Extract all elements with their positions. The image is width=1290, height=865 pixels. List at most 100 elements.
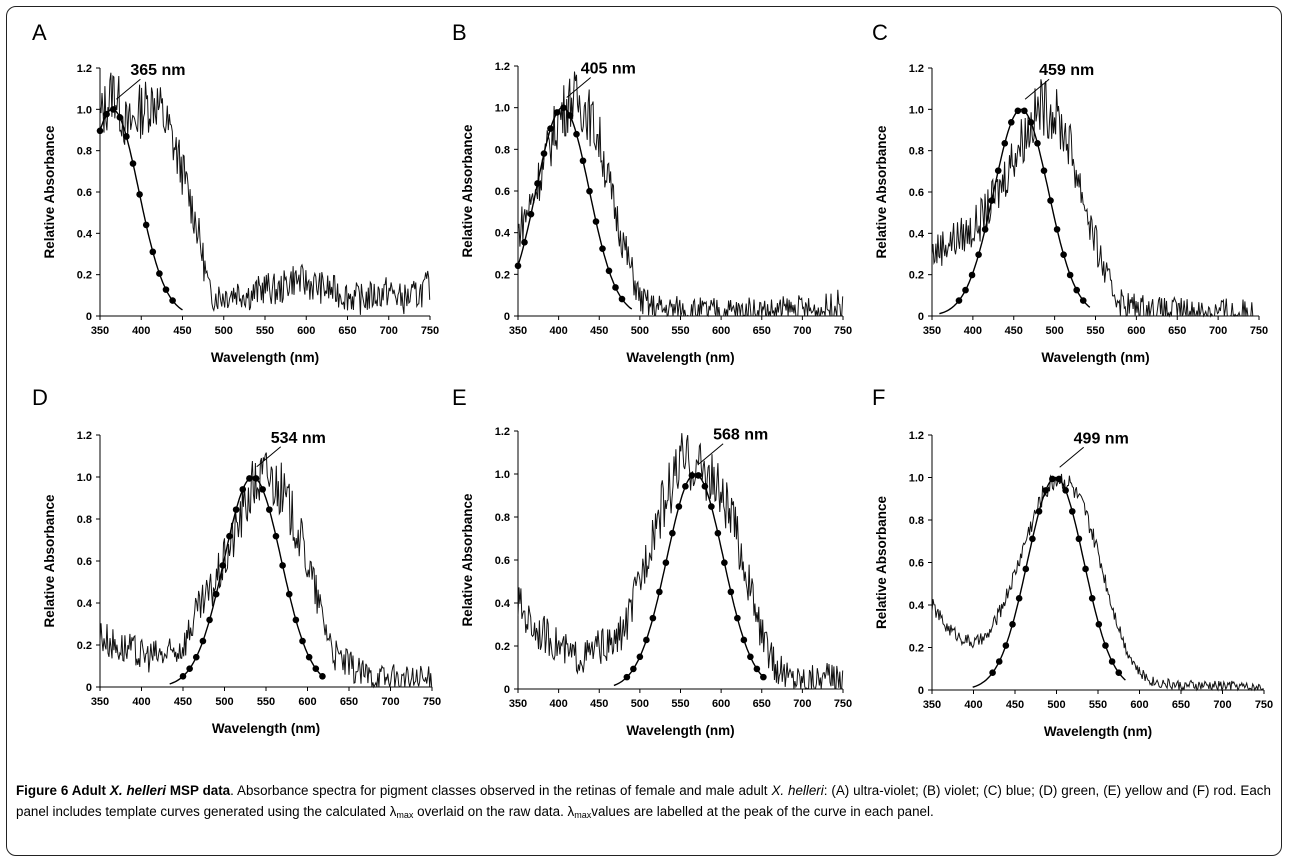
annotation-pointer [116,78,141,100]
template-point [272,532,280,540]
template-point [109,106,117,113]
template-point [96,127,104,135]
x-tick-label: 750 [421,325,439,337]
template-point [1034,140,1041,147]
y-tick-label: 0.2 [77,640,92,652]
x-tick-label: 700 [381,696,399,708]
template-point [560,104,567,112]
y-tick-label: 0 [504,311,510,323]
y-tick-label: 1.2 [909,63,924,75]
y-tick-label: 1.2 [909,430,924,442]
template-point [1042,487,1050,494]
template-point [206,616,213,624]
template-curve [99,108,183,311]
x-tick-label: 750 [1250,325,1268,337]
template-point [1115,669,1123,677]
template-point [547,125,554,132]
annotation-pointer [1059,446,1084,468]
caption-title-b: MSP data [169,783,231,798]
x-tick-label: 350 [91,325,109,337]
x-axis-label: Wavelength (nm) [1044,724,1152,739]
template-point [753,665,761,673]
x-tick-label: 650 [753,325,771,337]
x-tick-label: 500 [215,325,233,337]
peak-annotation: 568 nm [713,427,768,444]
chart-svg: 0 0.2 0.4 0.6 0.8 1.0 1.2 350 400 450 500 550 600 650… [874,62,1268,365]
y-tick-label: 0.8 [495,512,510,524]
template-point [1015,595,1023,602]
panel-e: E 0 0.2 0.4 0.6 0.8 1.0 1.2 350 400 450 500 550 600 65… [450,385,863,749]
x-tick-label: 650 [340,696,358,708]
caption-label: Figure 6 [16,783,69,798]
template-point [649,614,657,622]
raw-data-line [517,71,844,318]
template-point [708,503,715,510]
template-point [129,160,137,167]
template-point [760,673,767,681]
template-point [246,475,253,482]
raw-data-line [931,473,1264,692]
template-point [636,653,644,661]
template-point [1049,475,1056,483]
x-tick-label: 550 [671,698,689,710]
y-tick-label: 0.4 [495,598,511,610]
template-point [573,130,580,138]
raw-data-line [931,79,1259,318]
x-tick-label: 400 [132,696,150,708]
caption-species: X. helleri [771,783,824,798]
template-point [618,295,626,303]
template-point [643,636,650,644]
template-point [623,673,631,681]
y-tick-label: 0 [86,311,92,323]
annotation-pointer [1024,78,1050,100]
template-point [1062,487,1069,494]
template-point [1021,107,1028,115]
template-point [981,226,989,233]
x-tick-label: 550 [256,325,274,337]
y-tick-label: 0.6 [77,187,92,199]
template-curve [517,107,633,310]
caption-max-2: max [574,810,592,820]
x-tick-label: 500 [1047,699,1065,711]
template-point [962,286,969,294]
template-point [103,110,110,118]
figure-caption: Figure 6 Adult X. helleri MSP data. Abso… [16,780,1271,826]
template-point [123,133,130,140]
y-tick-label: 0 [504,684,510,696]
x-tick-label: 450 [590,325,608,337]
y-tick-label: 0.4 [77,228,93,240]
y-tick-label: 1.0 [909,473,924,485]
x-tick-label: 750 [834,698,852,710]
x-tick-label: 600 [712,325,730,337]
template-point [656,588,663,596]
peak-annotation: 459 nm [1039,62,1094,79]
template-point [662,559,670,566]
template-point [1009,621,1016,628]
x-tick-label: 400 [549,325,567,337]
y-tick-label: 0.6 [495,186,510,198]
template-point [1075,535,1083,543]
template-point [1079,297,1087,304]
template-point [1095,621,1103,628]
template-point [199,637,207,645]
caption-max-1: max [396,810,414,820]
x-axis-label: Wavelength (nm) [212,721,320,736]
x-tick-label: 350 [91,696,109,708]
y-tick-label: 1.0 [909,104,924,116]
x-tick-label: 750 [1255,699,1273,711]
template-point [1068,508,1076,515]
x-axis-label: Wavelength (nm) [1041,350,1149,365]
chart-svg: 0 0.2 0.4 0.6 0.8 1.0 1.2 350 400 450 500 550 600 650… [874,430,1273,739]
template-point [136,191,143,198]
template-point [989,669,996,677]
y-tick-label: 1.0 [495,103,510,115]
x-tick-label: 600 [297,325,315,337]
template-point [734,614,741,622]
peak-annotation: 365 nm [130,62,185,79]
y-tick-label: 0.8 [909,146,924,158]
template-point [319,673,326,680]
panel-letter: D [32,385,48,410]
template-point [1055,475,1063,483]
template-point [682,483,689,490]
x-tick-label: 600 [1130,699,1148,711]
